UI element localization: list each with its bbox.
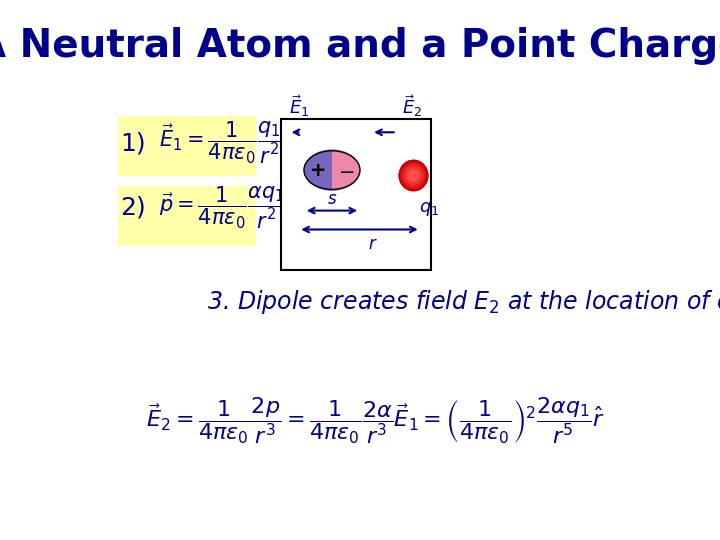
FancyBboxPatch shape — [281, 119, 431, 270]
Circle shape — [399, 160, 428, 191]
Circle shape — [400, 161, 427, 190]
Circle shape — [406, 168, 420, 183]
Text: $\vec{E}_1$: $\vec{E}_1$ — [289, 93, 309, 119]
Circle shape — [399, 160, 428, 191]
Circle shape — [404, 166, 423, 185]
Circle shape — [403, 165, 423, 186]
Circle shape — [401, 163, 426, 188]
Text: +: + — [310, 160, 326, 180]
Circle shape — [408, 170, 419, 181]
Circle shape — [407, 168, 420, 183]
Text: A Neutral Atom and a Point Charge: A Neutral Atom and a Point Charge — [0, 27, 720, 65]
Text: $q_1$: $q_1$ — [418, 200, 439, 218]
Text: 2): 2) — [120, 196, 146, 220]
Circle shape — [409, 171, 418, 180]
Circle shape — [400, 162, 426, 189]
Text: 1): 1) — [120, 131, 146, 155]
Text: $\vec{E}_1 = \dfrac{1}{4\pi\varepsilon_0}\dfrac{q_1}{r^2}\hat{r}$: $\vec{E}_1 = \dfrac{1}{4\pi\varepsilon_0… — [158, 120, 294, 166]
Text: $\vec{E}_2$: $\vec{E}_2$ — [402, 93, 422, 119]
Text: $r$: $r$ — [368, 235, 377, 253]
Circle shape — [405, 166, 413, 174]
Text: $-$: $-$ — [338, 160, 354, 180]
Text: $\vec{E}_2 = \dfrac{1}{4\pi\varepsilon_0}\dfrac{2p}{r^3} = \dfrac{1}{4\pi\vareps: $\vec{E}_2 = \dfrac{1}{4\pi\varepsilon_0… — [146, 396, 605, 447]
Circle shape — [405, 166, 422, 185]
FancyBboxPatch shape — [118, 186, 256, 246]
Text: $s$: $s$ — [327, 190, 337, 208]
Circle shape — [402, 164, 424, 187]
Ellipse shape — [304, 149, 360, 191]
Text: 3. Dipole creates field $E_2$ at the location of $q_1$: 3. Dipole creates field $E_2$ at the loc… — [207, 288, 720, 316]
Circle shape — [402, 164, 425, 187]
Circle shape — [405, 167, 421, 184]
Text: $\vec{p} = \dfrac{1}{4\pi\varepsilon_0}\dfrac{\alpha q_1}{r^2}\hat{r}$: $\vec{p} = \dfrac{1}{4\pi\varepsilon_0}\… — [158, 185, 299, 231]
Circle shape — [408, 170, 418, 181]
FancyBboxPatch shape — [118, 116, 256, 176]
PathPatch shape — [332, 151, 360, 190]
PathPatch shape — [304, 151, 332, 190]
